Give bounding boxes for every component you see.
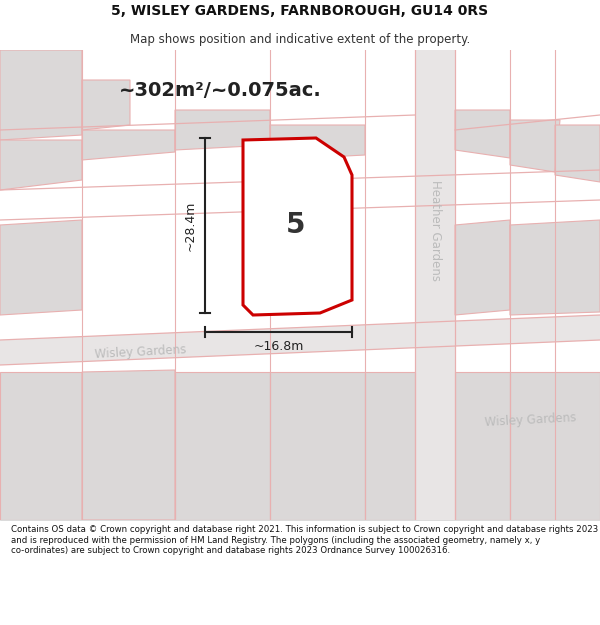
Text: Map shows position and indicative extent of the property.: Map shows position and indicative extent… [130,32,470,46]
Polygon shape [0,140,82,190]
Polygon shape [455,220,510,315]
Polygon shape [510,372,600,520]
Polygon shape [455,110,510,158]
Text: ~16.8m: ~16.8m [253,340,304,353]
Text: ~28.4m: ~28.4m [184,200,197,251]
Polygon shape [175,110,270,150]
Polygon shape [510,120,560,172]
Polygon shape [270,125,365,160]
Polygon shape [455,372,510,520]
Text: Contains OS data © Crown copyright and database right 2021. This information is : Contains OS data © Crown copyright and d… [11,525,598,555]
Polygon shape [0,50,82,140]
Polygon shape [82,80,130,130]
Polygon shape [365,372,415,520]
Polygon shape [175,372,270,520]
Text: Wisley Gardens: Wisley Gardens [484,411,576,429]
Polygon shape [82,370,175,520]
Text: Heather Gardens: Heather Gardens [430,179,443,281]
Polygon shape [270,372,365,520]
Text: ~302m²/~0.075ac.: ~302m²/~0.075ac. [119,81,322,99]
Text: Wisley Gardens: Wisley Gardens [94,343,186,361]
Polygon shape [243,138,352,315]
Polygon shape [555,125,600,182]
Polygon shape [0,372,82,520]
Polygon shape [0,220,82,315]
Polygon shape [0,315,600,365]
Bar [415,50,455,520]
Text: 5, WISLEY GARDENS, FARNBOROUGH, GU14 0RS: 5, WISLEY GARDENS, FARNBOROUGH, GU14 0RS [112,4,488,18]
Polygon shape [82,130,175,160]
Text: 5: 5 [286,211,306,239]
Polygon shape [510,220,600,315]
